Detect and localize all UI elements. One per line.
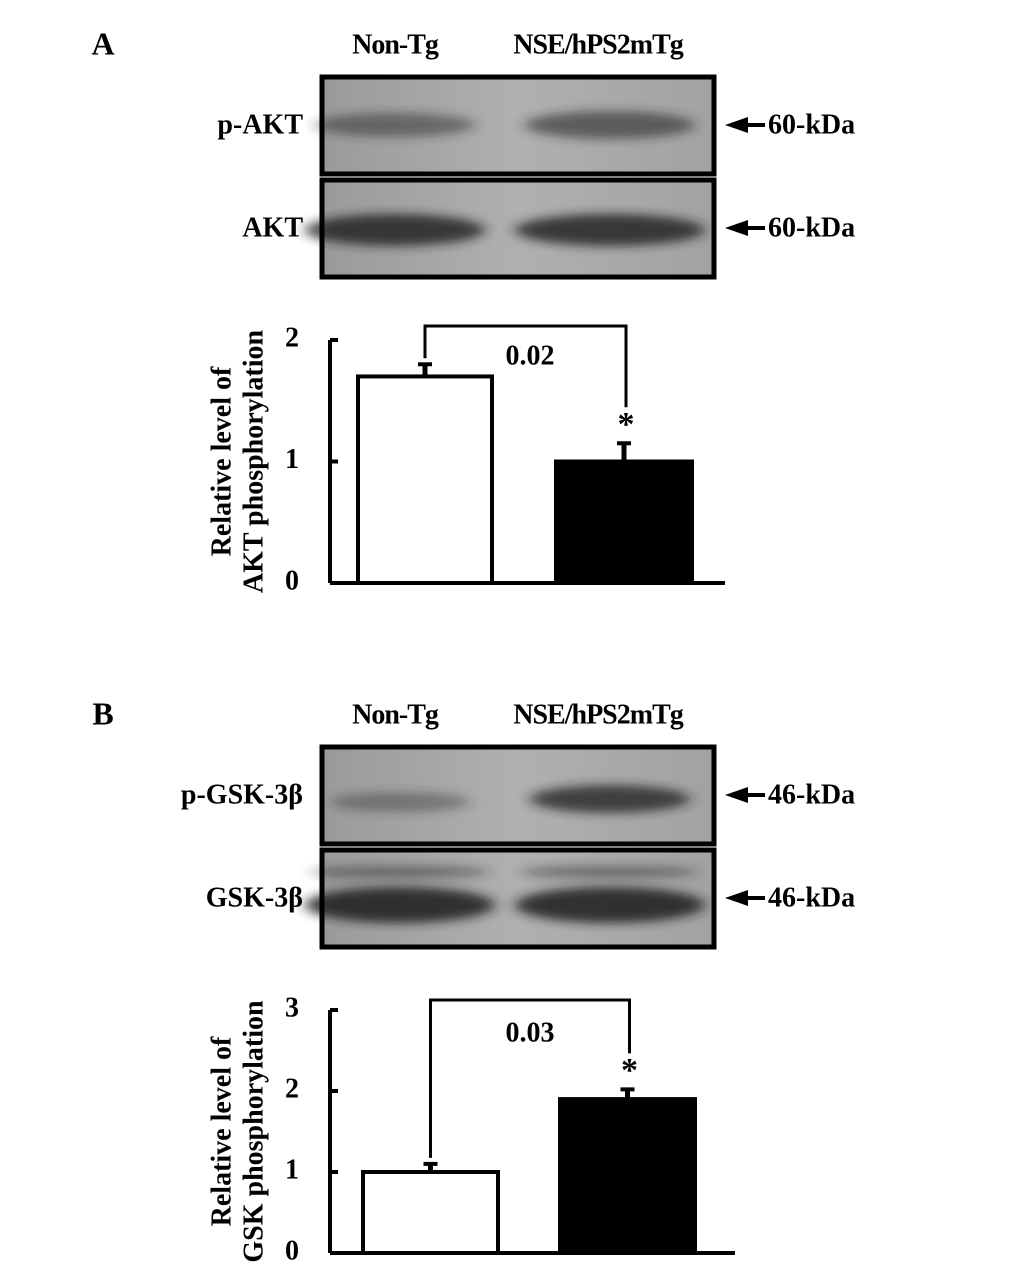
- blot-band: [530, 785, 690, 813]
- blot-band: [315, 113, 475, 137]
- arrow: [725, 890, 765, 906]
- blot-frame: [319, 744, 717, 847]
- significance-star: *: [621, 1052, 638, 1089]
- blot-band: [310, 866, 490, 878]
- marker-label: 60-kDa: [768, 212, 855, 243]
- lane-label: NSE/hPS2mTg: [513, 699, 683, 730]
- blot-band: [525, 111, 695, 139]
- blot-frame: [319, 74, 717, 177]
- significance-bracket: [423, 324, 628, 408]
- blot-band: [305, 214, 485, 246]
- blot-image: [315, 74, 717, 177]
- lane-label: Non-Tg: [352, 699, 439, 730]
- blot-label: AKT: [242, 212, 303, 243]
- blot-frame: [319, 847, 717, 950]
- marker-label: 46-kDa: [768, 779, 855, 810]
- y-tick-label: 0: [285, 1235, 299, 1266]
- lane-label: NSE/hPS2mTg: [513, 29, 683, 60]
- p-value: 0.03: [506, 1017, 555, 1048]
- bar: [554, 459, 694, 585]
- significance-star: *: [618, 406, 635, 443]
- blot-image: [319, 744, 717, 847]
- arrow: [725, 220, 765, 236]
- y-tick-label: 0: [285, 565, 299, 596]
- y-tick-label: 1: [285, 1154, 299, 1185]
- panel-label: A: [91, 25, 114, 61]
- lane-label: Non-Tg: [352, 29, 439, 60]
- y-axis-label: GSK phosphorylation: [238, 1000, 269, 1263]
- y-tick-label: 3: [285, 992, 299, 1023]
- bar: [356, 374, 494, 586]
- marker-label: 46-kDa: [768, 882, 855, 913]
- y-tick-label: 2: [285, 1073, 299, 1104]
- marker-label: 60-kDa: [768, 109, 855, 140]
- panel-label: B: [92, 695, 113, 731]
- y-axis-label: Relative level of: [206, 366, 237, 556]
- blot-band: [515, 887, 705, 923]
- blot-label: GSK-3β: [206, 882, 303, 913]
- blot-image: [305, 847, 717, 950]
- bar: [558, 1097, 697, 1255]
- blot-band: [520, 866, 700, 878]
- blot-frame: [319, 177, 717, 280]
- y-tick-label: 1: [285, 444, 299, 475]
- y-axis-label: Relative level of: [206, 1036, 237, 1226]
- blot-band: [330, 792, 470, 812]
- blot-image: [305, 177, 717, 280]
- y-tick-label: 2: [285, 322, 299, 353]
- p-value: 0.02: [506, 340, 555, 371]
- significance-bracket: [429, 998, 631, 1158]
- blot-label: p-AKT: [217, 109, 303, 140]
- arrow: [725, 787, 765, 803]
- arrow: [725, 117, 765, 133]
- y-axis-label: AKT phosphorylation: [238, 329, 269, 593]
- blot-band: [515, 214, 705, 246]
- blot-band: [305, 887, 495, 923]
- blot-label: p-GSK-3β: [181, 779, 303, 810]
- bar: [361, 1170, 500, 1255]
